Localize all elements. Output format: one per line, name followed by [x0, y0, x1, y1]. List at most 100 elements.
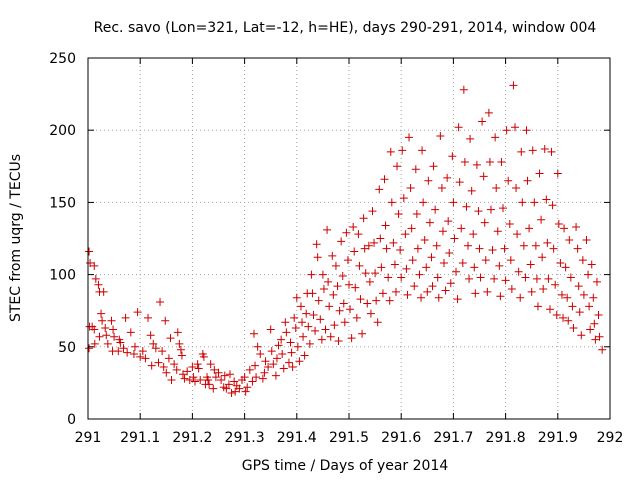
data-point [433, 273, 442, 282]
data-point [486, 205, 495, 214]
data-point [522, 126, 531, 135]
data-point [579, 290, 588, 299]
data-point [326, 332, 335, 341]
data-point [352, 313, 361, 322]
data-point [386, 147, 395, 156]
x-tick-label: 291.4 [277, 430, 317, 446]
data-point [495, 261, 504, 270]
data-point [407, 224, 416, 233]
data-point [561, 263, 570, 272]
data-point [592, 277, 601, 286]
data-point [220, 371, 229, 380]
data-point [179, 370, 188, 379]
data-point [170, 360, 179, 369]
data-point [312, 240, 321, 249]
data-point [133, 308, 142, 317]
data-point [158, 347, 167, 356]
data-point [130, 342, 139, 351]
data-point [413, 244, 422, 253]
data-point [372, 296, 381, 305]
data-point [314, 296, 323, 305]
data-point [209, 384, 218, 393]
data-point [575, 308, 584, 317]
data-point [476, 273, 485, 282]
data-point [261, 357, 270, 366]
x-tick-label: 291.1 [120, 430, 160, 446]
data-point [300, 351, 309, 360]
data-point [375, 185, 384, 194]
data-point [559, 313, 568, 322]
data-point [287, 348, 296, 357]
data-point [530, 198, 539, 207]
data-point [354, 230, 363, 239]
data-point [459, 85, 468, 94]
data-point [417, 293, 426, 302]
data-point [563, 293, 572, 302]
data-point [356, 295, 365, 304]
data-point [399, 194, 408, 203]
y-tick-label: 150 [49, 195, 76, 211]
data-point [240, 373, 249, 382]
data-point [340, 318, 349, 327]
data-point [161, 316, 170, 325]
data-point [337, 237, 346, 246]
data-point [568, 302, 577, 311]
data-point [149, 339, 158, 348]
data-point [526, 260, 535, 269]
data-point [412, 209, 421, 218]
data-point [366, 309, 375, 318]
data-point [291, 324, 300, 333]
data-point [175, 339, 184, 348]
data-point [156, 298, 165, 307]
data-point [449, 198, 458, 207]
data-point [309, 311, 318, 320]
data-point [107, 316, 116, 325]
data-point [505, 220, 514, 229]
data-point [598, 345, 607, 354]
data-point [282, 328, 291, 337]
data-point [578, 256, 587, 265]
data-point [214, 368, 223, 377]
data-point [401, 230, 410, 239]
data-point [151, 344, 160, 353]
data-point [533, 302, 542, 311]
data-point [513, 230, 522, 239]
data-point [507, 285, 516, 294]
data-point [591, 335, 600, 344]
grid-lines [88, 58, 610, 419]
data-point [548, 201, 557, 210]
data-point [235, 384, 244, 393]
data-point [295, 357, 304, 366]
data-point [217, 376, 226, 385]
data-point [331, 261, 340, 270]
data-point [565, 235, 574, 244]
data-point [193, 360, 202, 369]
data-point [205, 380, 214, 389]
data-point [121, 313, 130, 322]
data-point [437, 183, 446, 192]
data-point [518, 198, 527, 207]
data-point [595, 332, 604, 341]
data-point [307, 270, 316, 279]
data-point [109, 325, 118, 334]
data-point [260, 368, 269, 377]
data-point [475, 244, 484, 253]
axis-ticks [87, 57, 611, 420]
data-point [587, 260, 596, 269]
data-point [86, 259, 95, 268]
data-point [569, 324, 578, 333]
data-point [281, 318, 290, 327]
data-point [438, 227, 447, 236]
data-point [292, 293, 301, 302]
data-point [256, 350, 265, 359]
x-tick-label: 291.2 [172, 430, 212, 446]
data-point [196, 376, 205, 385]
data-point [180, 374, 189, 383]
data-point [493, 227, 502, 236]
data-point [279, 364, 288, 373]
data-point [210, 365, 219, 374]
x-tick-label: 292 [597, 430, 624, 446]
data-point [415, 270, 424, 279]
data-point [204, 376, 213, 385]
data-point [368, 207, 377, 216]
